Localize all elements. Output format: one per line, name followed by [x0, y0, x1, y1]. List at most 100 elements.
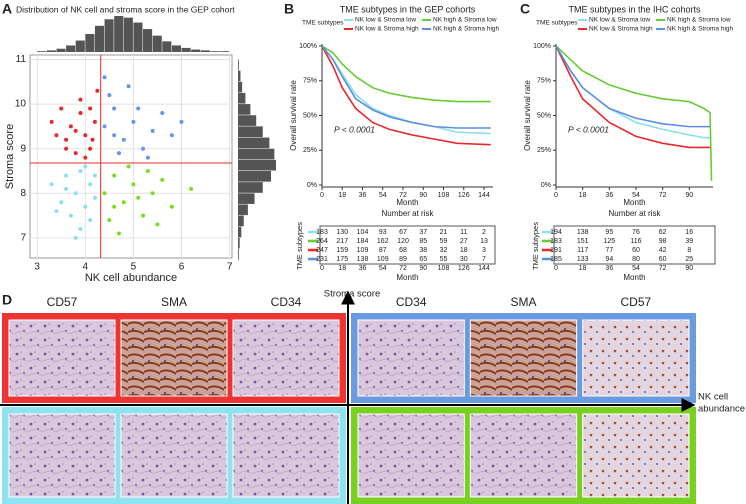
x-tick-label: 72 — [659, 192, 667, 199]
scatter-point — [145, 155, 150, 160]
histology-image — [8, 413, 116, 498]
risk-table-ylabel: TME subtypes — [531, 222, 540, 270]
histogram-bar — [238, 249, 239, 260]
risk-count: 109 — [357, 247, 369, 254]
risk-count: 98 — [659, 238, 667, 245]
stain-label: SMA — [161, 295, 187, 309]
risk-count: 175 — [336, 256, 348, 263]
x-tick-label: 72 — [399, 192, 407, 199]
x-tick-label: 5 — [131, 262, 137, 273]
risk-x-tick-label: 108 — [438, 265, 450, 272]
histogram-bar — [238, 237, 240, 249]
risk-count: 247 — [316, 247, 328, 254]
survival-curve — [555, 45, 711, 149]
risk-table-title: Number at risk — [608, 209, 661, 218]
scatter-point — [121, 137, 126, 142]
survival-curve — [321, 45, 491, 129]
scatter-point — [54, 209, 59, 214]
scatter-point — [131, 182, 136, 187]
scatter-point — [83, 204, 88, 209]
risk-count: 138 — [357, 256, 369, 263]
risk-count: 39 — [685, 238, 693, 245]
scatter-point — [131, 119, 136, 124]
risk-count: 109 — [377, 256, 389, 263]
risk-count: 76 — [632, 229, 640, 236]
y-tick-label: 25% — [303, 147, 317, 154]
histogram-bar — [56, 48, 66, 52]
risk-count: 2 — [482, 229, 486, 236]
risk-count: 264 — [316, 238, 328, 245]
histogram-bar — [238, 226, 242, 238]
histogram-bar — [238, 92, 246, 104]
risk-count: 130 — [336, 229, 348, 236]
histogram-bar — [238, 182, 263, 193]
scatter-point — [92, 195, 97, 200]
risk-count: 7 — [482, 256, 486, 263]
stain-label: CD34 — [396, 295, 427, 309]
histology-image — [357, 319, 465, 397]
histogram-bar — [238, 70, 241, 82]
p-value: P < 0.0001 — [334, 124, 375, 134]
risk-x-axis-label: Month — [396, 273, 418, 282]
risk-x-tick-label: 54 — [632, 265, 640, 272]
x-tick-label: 108 — [438, 192, 450, 199]
risk-count: 117 — [577, 247, 588, 254]
scatter-point — [64, 137, 69, 142]
y-tick-label: 100% — [299, 43, 317, 50]
scatter-point — [150, 191, 155, 196]
y-tick-label: 0% — [541, 182, 551, 189]
legend-label: NK low & Stroma high — [589, 26, 653, 33]
risk-count: 18 — [460, 247, 468, 254]
p-value: P < 0.0001 — [568, 124, 609, 134]
risk-x-tick-label: 36 — [605, 265, 613, 272]
scatter-point — [121, 200, 126, 205]
scatter-point — [126, 164, 131, 169]
plot-area — [29, 54, 233, 259]
risk-count: 32 — [440, 247, 448, 254]
histogram-bar — [238, 193, 255, 204]
y-tick-label: 7 — [20, 233, 26, 244]
y-tick-label: 25% — [537, 147, 551, 154]
histogram-bar — [238, 137, 270, 149]
scatter-point — [112, 133, 117, 138]
scatter-point — [136, 195, 141, 200]
y-tick-label: 9 — [20, 143, 26, 154]
y-tick-label: 10 — [15, 99, 27, 110]
scatter-point — [112, 173, 117, 178]
scatter-point — [88, 218, 93, 223]
histogram-bar — [210, 51, 220, 52]
risk-count: 60 — [659, 256, 667, 263]
risk-count: 16 — [685, 229, 693, 236]
scatter-point — [78, 111, 83, 115]
chart-title: TME subtypes in the GEP cohorts — [340, 4, 476, 14]
chart-title: TME subtypes in the IHC cohorts — [568, 4, 701, 14]
x-tick-label: 36 — [605, 192, 613, 199]
scatter-point — [136, 106, 141, 111]
x-axis-label: Month — [623, 198, 645, 207]
risk-count: 120 — [397, 238, 409, 245]
scatter-point — [83, 164, 88, 169]
y-axis-label: Stroma score — [4, 124, 16, 189]
histology-image — [120, 413, 228, 498]
risk-count: 67 — [399, 229, 407, 236]
histogram-bar — [75, 40, 85, 52]
risk-x-tick-label: 90 — [685, 265, 693, 272]
legend-title: TME subtypes — [302, 20, 344, 27]
risk-x-tick-label: 0 — [554, 265, 558, 272]
survival-curve — [321, 45, 491, 146]
scatter-point — [78, 169, 83, 173]
panel-label: C — [520, 1, 530, 17]
scatter-point — [88, 106, 93, 111]
histogram-bar — [114, 16, 124, 52]
risk-count: 37 — [419, 229, 427, 236]
scatter-point — [150, 128, 155, 133]
scatter-point — [169, 204, 174, 209]
panel-label: A — [2, 1, 12, 17]
risk-count: 11 — [460, 229, 467, 236]
risk-count: 55 — [440, 256, 448, 263]
panel-label: D — [2, 292, 12, 308]
risk-table-box — [319, 225, 496, 265]
x-tick-label: 18 — [579, 192, 587, 199]
scatter-point — [88, 182, 93, 187]
